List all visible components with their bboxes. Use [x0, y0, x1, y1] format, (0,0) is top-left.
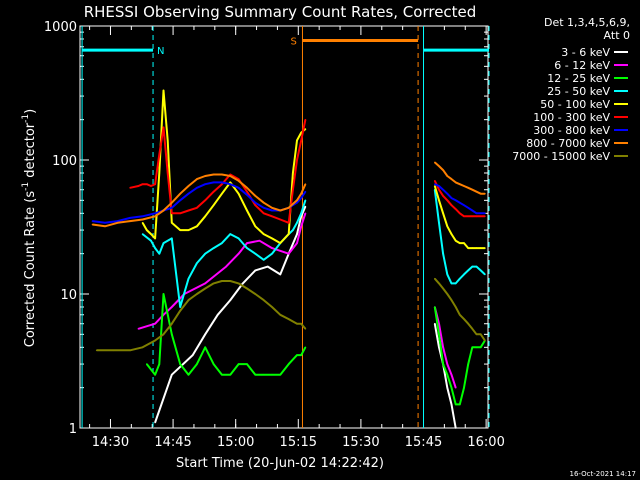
y-tick-label: 10	[60, 288, 77, 303]
y-tick-label: 1	[69, 422, 77, 437]
y-tick-label: 1000	[44, 20, 77, 35]
y-label-sup1: -1	[21, 182, 31, 191]
interval-label: N	[157, 46, 164, 57]
interval-label: S	[290, 36, 296, 47]
x-tick-label: 15:45	[405, 435, 442, 450]
series-line	[92, 161, 485, 228]
x-tick-label: 15:30	[342, 435, 379, 450]
legend-label: 3 - 6 keV	[561, 46, 610, 59]
legend-label: 300 - 800 keV	[533, 124, 610, 137]
legend-label: 7000 - 15000 keV	[512, 150, 610, 163]
x-tick-label: 15:15	[280, 435, 317, 450]
y-label-mid: detector	[23, 122, 38, 182]
footer-timestamp: 16-Oct-2021 14:17	[570, 470, 636, 478]
legend-label: 25 - 50 keV	[547, 85, 610, 98]
legend-label: 800 - 7000 keV	[526, 137, 610, 150]
legend-label: 12 - 25 keV	[547, 72, 610, 85]
x-tick-label: 14:30	[92, 435, 129, 450]
svg-text:Corrected Count Rate (s-1 dete: Corrected Count Rate (s-1 detector-1)	[21, 109, 38, 347]
x-axis-label: Start Time (20-Jun-02 14:22:42)	[176, 456, 384, 471]
y-tick-label: 100	[52, 154, 77, 169]
legend-label: 100 - 300 keV	[533, 111, 610, 124]
series-line	[96, 278, 486, 352]
y-label-main: Corrected Count Rate (s	[23, 191, 38, 348]
legend-header-line-1: Det 1,3,4,5,6,9,	[544, 16, 630, 29]
plot-area: 1 10 100 1000 14:30 14:45 15:00 15:15 15:30 15:45…	[44, 20, 505, 450]
series-line	[146, 293, 486, 406]
legend-header-line-2: Att 0	[604, 29, 630, 42]
y-label-sup2: -1	[21, 114, 31, 123]
y-axis-label: Corrected Count Rate (s-1 detector-1)	[21, 109, 38, 347]
chart-title: RHESSI Observing Summary Count Rates, Co…	[84, 3, 477, 21]
legend-label: 50 - 100 keV	[540, 98, 610, 111]
series-line	[129, 119, 485, 224]
legend-label: 6 - 12 keV	[554, 59, 610, 72]
x-tick-label: 15:00	[217, 435, 254, 450]
plot-frame	[79, 25, 489, 429]
y-label-end: )	[23, 109, 38, 114]
x-tick-label: 16:00	[467, 435, 504, 450]
series-line	[154, 206, 457, 429]
series-line	[141, 89, 485, 250]
x-tick-label: 14:45	[154, 435, 191, 450]
